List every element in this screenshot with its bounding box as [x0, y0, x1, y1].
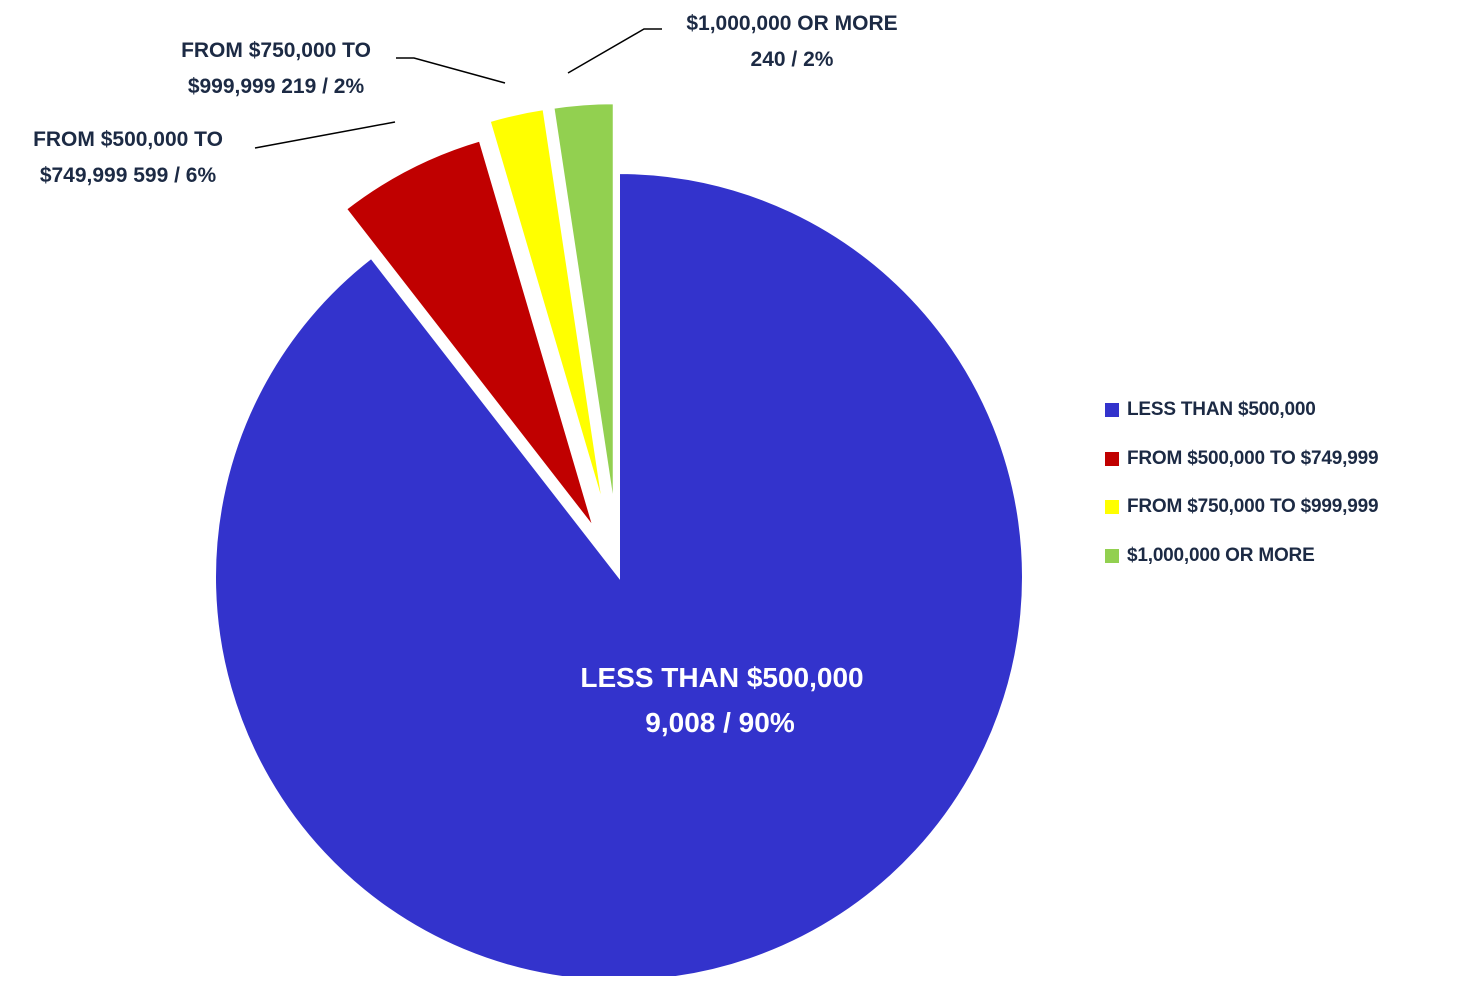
legend-label: FROM $750,000 TO $999,999 [1127, 496, 1379, 517]
legend-item: $1,000,000 OR MORE [1105, 544, 1455, 568]
legend-label: $1,000,000 OR MORE [1127, 544, 1315, 566]
leader-line-500k-749k [254, 121, 396, 149]
legend-item: FROM $500,000 TO $749,999 [1105, 447, 1455, 471]
chart-legend: LESS THAN $500,000 FROM $500,000 TO $749… [1105, 398, 1455, 592]
pie-slices [214, 102, 1024, 981]
legend-swatch-less-than-500k [1105, 403, 1119, 417]
data-label-750k-999k: FROM $750,000 TO [181, 39, 371, 62]
data-label-less-than-500k: LESS THAN $500,000 [580, 662, 863, 693]
data-label-750k-999k-value: $999,999 219 / 2% [188, 75, 365, 98]
leader-line-750k-999k [396, 57, 506, 84]
data-label-1m-or-more: $1,000,000 OR MORE [686, 12, 897, 35]
legend-label: FROM $500,000 TO $749,999 [1127, 447, 1379, 469]
pie-slice-500k-749k [344, 139, 595, 529]
slice-labels: LESS THAN $500,000 9,008 / 90% FROM $500,0… [33, 12, 898, 738]
leader-lines [254, 28, 662, 149]
legend-swatch-1m-or-more [1105, 548, 1119, 563]
leader-line-1m-or-more [567, 28, 662, 74]
data-label-500k-749k: FROM $500,000 TO [33, 128, 223, 151]
legend-label: LESS THAN $500,000 [1127, 399, 1316, 420]
legend-swatch-500k-749k [1105, 451, 1119, 466]
pie-slice-750k-999k [488, 108, 605, 509]
legend-swatch-750k-999k [1105, 500, 1119, 514]
data-label-1m-or-more-value: 240 / 2% [751, 48, 834, 71]
pie-slice-less-than-500k [214, 171, 1024, 981]
data-label-less-than-500k-value: 9,008 / 90% [645, 707, 795, 738]
data-label-500k-749k-value: $749,999 599 / 6% [40, 164, 217, 187]
pie-slice-1m-or-more [552, 102, 615, 508]
legend-item: FROM $750,000 TO $999,999 [1105, 495, 1455, 519]
legend-item: LESS THAN $500,000 [1105, 398, 1455, 422]
